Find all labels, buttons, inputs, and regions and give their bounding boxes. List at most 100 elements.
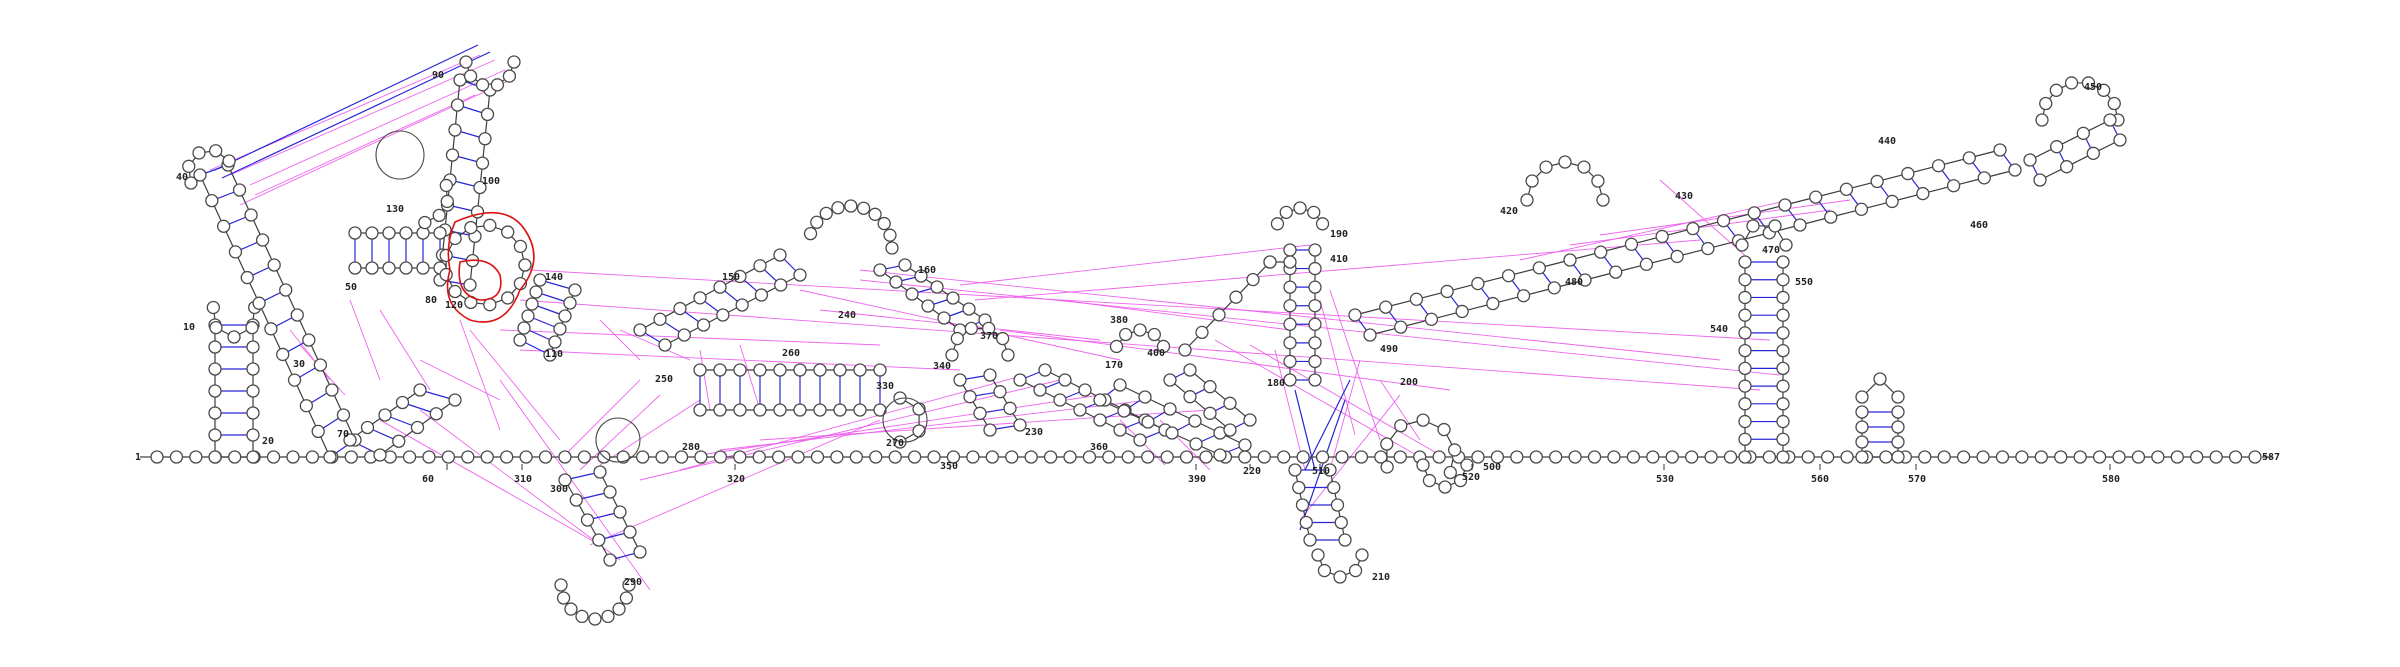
position-label: 40 — [176, 172, 188, 183]
nucleotide — [558, 473, 572, 487]
nucleotide — [1117, 404, 1131, 418]
nucleotide — [445, 148, 460, 162]
nucleotide — [914, 269, 928, 283]
tertiary-interaction — [419, 409, 621, 561]
tertiary-interaction — [519, 349, 961, 371]
junction-loop — [882, 397, 928, 443]
nucleotide — [1093, 413, 1107, 427]
nucleotide — [1212, 308, 1226, 322]
nucleotide — [1308, 317, 1322, 331]
nucleotide — [1348, 308, 1362, 322]
nucleotide — [1416, 413, 1430, 427]
nucleotide — [1363, 328, 1377, 342]
nucleotide — [1183, 390, 1197, 404]
nucleotide — [1013, 373, 1027, 387]
nucleotide — [1043, 450, 1058, 464]
nucleotide — [373, 448, 387, 462]
nucleotide — [658, 338, 672, 352]
nucleotide — [311, 424, 325, 439]
nucleotide — [588, 612, 602, 626]
nucleotide — [1609, 265, 1623, 279]
nucleotide — [927, 450, 941, 464]
nucleotide — [1141, 450, 1155, 464]
nucleotide — [1038, 363, 1052, 377]
nucleotide — [2033, 173, 2047, 187]
nucleotide — [1311, 548, 1325, 562]
nucleotide — [1213, 448, 1227, 462]
nucleotide — [2064, 76, 2079, 90]
nucleotide — [1005, 450, 1019, 464]
position-label: 100 — [482, 176, 500, 187]
nucleotide — [930, 280, 944, 294]
nucleotide — [1437, 422, 1451, 437]
nucleotide — [429, 407, 443, 421]
position-label: 510 — [1312, 466, 1330, 477]
nucleotide — [382, 261, 396, 275]
nucleotide — [1109, 339, 1124, 354]
position-label: 587 — [2262, 452, 2280, 463]
nucleotide — [1063, 450, 1077, 464]
nucleotide — [1738, 397, 1752, 411]
nucleotide — [1686, 221, 1700, 236]
nucleotide — [677, 328, 691, 342]
position-label: 280 — [682, 442, 700, 453]
nucleotide — [1793, 218, 1807, 232]
nucleotide — [873, 263, 887, 277]
nucleotide — [1156, 339, 1171, 354]
tertiary-interaction — [999, 329, 1451, 391]
nucleotide — [501, 291, 515, 305]
nucleotide — [1738, 414, 1752, 429]
nucleotide — [1380, 437, 1394, 451]
position-label: 120 — [445, 300, 463, 311]
nucleotide — [953, 373, 967, 387]
nucleotide — [432, 208, 446, 223]
position-label: 520 — [1462, 472, 1480, 483]
nucleotide — [1432, 450, 1446, 464]
position-label: 50 — [345, 282, 357, 293]
nucleotide — [907, 450, 922, 464]
position-label: 370 — [980, 331, 998, 342]
nucleotide — [1138, 390, 1152, 404]
nucleotide — [556, 591, 571, 605]
nucleotide — [1013, 418, 1027, 432]
nucleotide — [209, 320, 223, 335]
nucleotide — [1937, 450, 1951, 464]
nucleotide — [1327, 480, 1341, 495]
nucleotide — [1409, 292, 1424, 306]
nucleotide — [1624, 237, 1639, 251]
position-label: 200 — [1400, 377, 1418, 388]
nucleotide — [1738, 379, 1752, 393]
tertiary-interaction — [239, 79, 511, 206]
tertiary-interaction — [559, 379, 641, 461]
nucleotide — [232, 183, 247, 197]
nucleotide — [182, 159, 196, 173]
nucleotide — [399, 226, 413, 240]
nucleotide — [433, 226, 447, 240]
nucleotide — [1778, 198, 1792, 212]
nucleotide — [402, 450, 417, 464]
tertiary-interaction — [619, 329, 691, 361]
nucleotide — [1539, 160, 1553, 174]
nucleotide — [264, 322, 278, 336]
nucleotide — [982, 321, 996, 336]
nucleotide — [1568, 450, 1582, 464]
nucleotide — [831, 201, 845, 215]
nucleotide — [1163, 402, 1177, 416]
nucleotide — [1639, 257, 1654, 271]
position-label: 410 — [1330, 254, 1348, 265]
nucleotide — [448, 284, 462, 299]
nucleotide — [564, 602, 578, 616]
nucleotide — [208, 428, 222, 442]
nucleotide — [889, 275, 903, 289]
nucleotide — [228, 450, 242, 464]
nucleotide — [521, 309, 535, 323]
nucleotide — [1723, 450, 1738, 464]
tertiary-interaction — [599, 399, 701, 466]
nucleotide — [1626, 450, 1641, 464]
nucleotide — [1334, 515, 1348, 530]
nucleotide — [623, 525, 637, 539]
nucleotide — [518, 258, 532, 272]
nucleotide — [1393, 450, 1407, 464]
nucleotide — [513, 333, 527, 347]
nucleotide — [1238, 438, 1252, 452]
